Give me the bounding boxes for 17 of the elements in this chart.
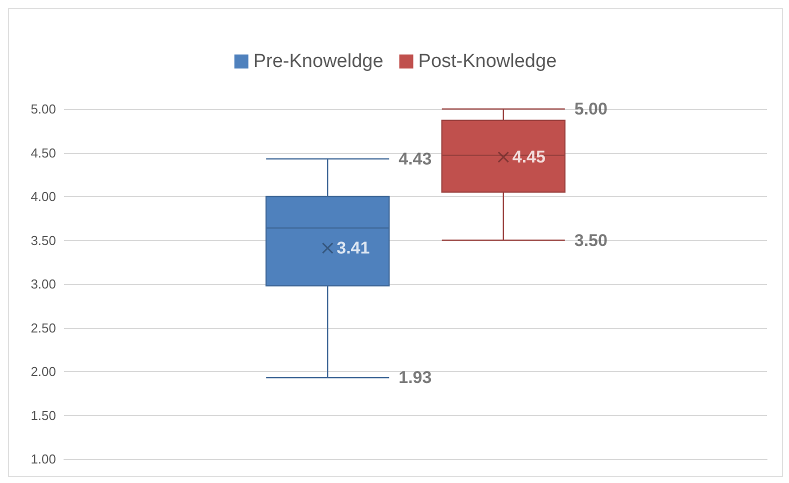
y-tick-label: 1.50 xyxy=(30,408,56,423)
y-tick-label: 5.00 xyxy=(30,102,56,116)
legend-label: Pre-Knoweldge xyxy=(253,51,384,72)
legend-label: Post-Knowledge xyxy=(418,51,557,72)
annotation: 3.41 xyxy=(336,238,370,258)
y-tick-label: 2.00 xyxy=(30,364,56,379)
y-tick-label: 1.00 xyxy=(30,452,56,466)
annotation: 4.45 xyxy=(512,148,546,167)
annotation: 3.50 xyxy=(574,230,608,250)
y-tick-label: 3.50 xyxy=(30,232,56,248)
y-tick-label: 2.50 xyxy=(30,320,56,336)
annotation: 5.00 xyxy=(574,100,608,118)
y-tick-label: 3.00 xyxy=(30,276,56,292)
annotation: 4.43 xyxy=(398,149,432,168)
annotation: 1.93 xyxy=(398,368,432,388)
y-tick-label: 4.00 xyxy=(30,189,56,204)
y-tick-label: 4.50 xyxy=(30,145,56,160)
